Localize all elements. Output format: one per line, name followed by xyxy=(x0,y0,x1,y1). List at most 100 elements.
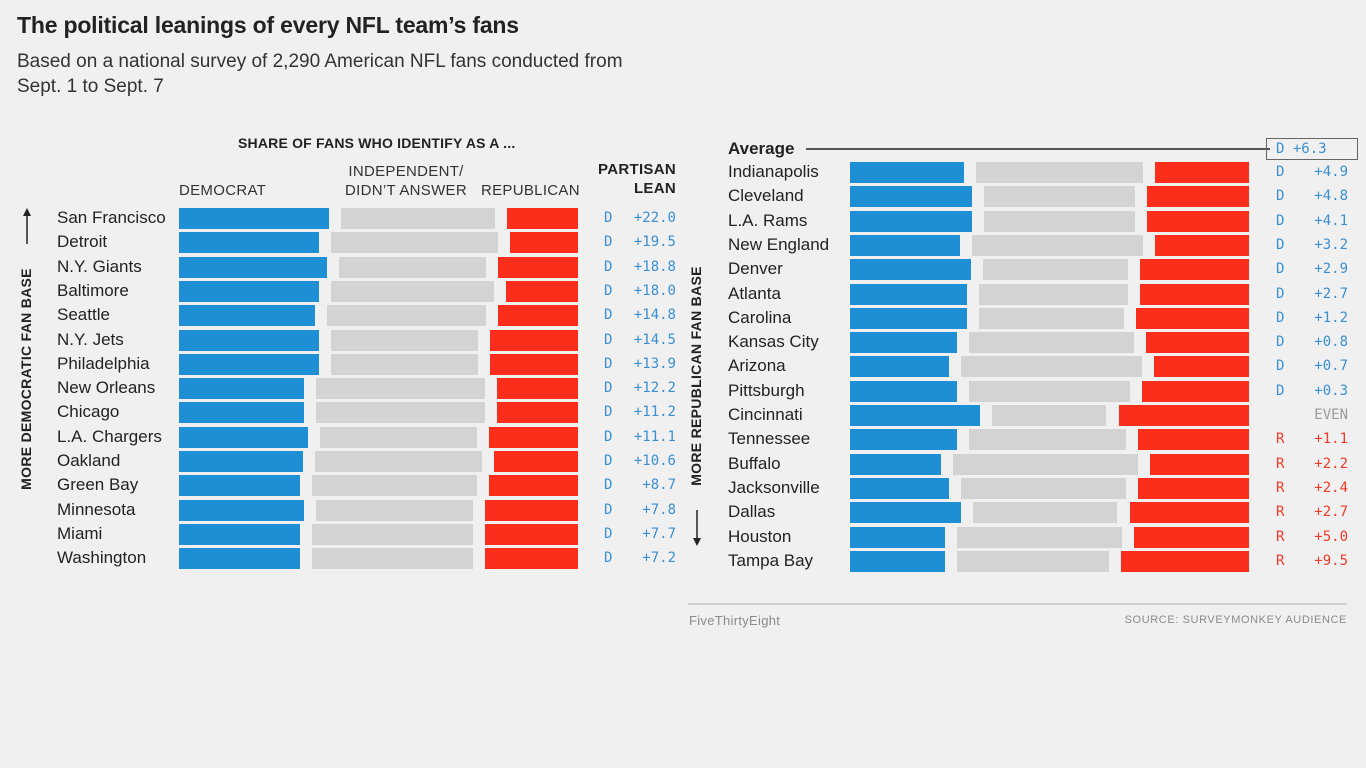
independent-bar xyxy=(326,305,487,327)
team-label: Cleveland xyxy=(728,186,804,206)
republican-bar xyxy=(1150,453,1249,475)
independent-bar xyxy=(973,502,1118,524)
republican-bar xyxy=(1140,283,1249,305)
team-label: Washington xyxy=(57,548,147,568)
team-label: L.A. Chargers xyxy=(57,426,162,446)
republican-column-label: REPUBLICAN xyxy=(481,182,580,199)
partisan-lean-value: D +1.2 xyxy=(1276,309,1348,326)
source-label: SOURCE: SURVEYMONKEY AUDIENCE xyxy=(1124,614,1347,626)
independent-bar xyxy=(312,548,474,570)
democrat-bar xyxy=(179,329,319,351)
partisan-lean-value: D +2.7 xyxy=(1276,285,1348,302)
independent-bar xyxy=(952,453,1139,475)
republican-bar xyxy=(489,426,578,448)
republican-bar xyxy=(1137,429,1249,451)
share-header: SHARE OF FANS WHO IDENTIFY AS A ... xyxy=(238,135,516,151)
democrat-bar xyxy=(179,280,319,302)
chart-subtitle: Based on a national survey of 2,290 Amer… xyxy=(17,51,623,97)
independent-bar xyxy=(316,402,486,424)
team-label: Tennessee xyxy=(728,429,811,449)
republican-bar xyxy=(497,378,578,400)
democrat-bar xyxy=(850,550,945,572)
democrat-bar xyxy=(179,499,304,521)
independent-bar xyxy=(314,451,483,472)
partisan-lean-value: D +11.2 xyxy=(604,404,676,421)
republican-bar xyxy=(498,256,578,278)
independent-bar xyxy=(316,499,474,521)
democrat-bar xyxy=(179,208,329,229)
team-label: Atlanta xyxy=(728,283,781,303)
independent-bar xyxy=(312,475,478,497)
partisan-lean-value: R +2.4 xyxy=(1276,479,1348,496)
team-label: Buffalo xyxy=(728,453,781,473)
team-label: Philadelphia xyxy=(57,353,150,373)
average-lean-value: D +6.3 xyxy=(1276,141,1327,157)
independent-bar xyxy=(330,232,499,254)
partisan-lean-value: D +22.0 xyxy=(604,210,676,226)
democrat-bar xyxy=(850,186,973,208)
independent-column-label: INDEPENDENT/ DIDN’T ANSWER xyxy=(345,163,467,199)
independent-bar xyxy=(978,307,1125,329)
republican-bar xyxy=(497,402,578,424)
team-label: New England xyxy=(728,234,830,254)
partisan-lean-value: R +5.0 xyxy=(1276,528,1348,545)
republican-bar xyxy=(1133,526,1249,548)
partisan-lean-value: D +0.7 xyxy=(1276,358,1348,375)
republican-bar xyxy=(1118,405,1249,426)
democrat-bar xyxy=(850,210,973,232)
chart-title: The political leanings of every NFL team… xyxy=(17,12,519,38)
independent-bar xyxy=(341,208,495,229)
republican-bar xyxy=(485,548,578,570)
partisan-lean-value: R +2.7 xyxy=(1276,504,1348,521)
team-label: Tampa Bay xyxy=(728,550,814,570)
independent-bar xyxy=(976,162,1144,183)
democrat-bar xyxy=(179,523,300,545)
republican-bar xyxy=(489,475,578,497)
independent-bar xyxy=(320,426,478,448)
team-label: Baltimore xyxy=(57,280,129,300)
down-arrow-icon xyxy=(693,510,701,546)
independent-bar xyxy=(978,283,1129,305)
republican-bar xyxy=(1141,380,1249,402)
democrat-bar xyxy=(179,451,303,472)
republican-bar xyxy=(1146,332,1249,354)
republican-bar xyxy=(1137,477,1249,499)
independent-bar xyxy=(316,378,486,400)
democrat-bar xyxy=(850,259,971,281)
independent-bar xyxy=(960,477,1126,499)
democrat-bar xyxy=(179,426,308,448)
independent-bar xyxy=(984,210,1136,232)
independent-bar xyxy=(969,332,1134,354)
democrat-bar xyxy=(850,380,958,402)
team-label: San Francisco xyxy=(57,208,166,227)
team-label: Minnesota xyxy=(57,499,136,519)
partisan-lean-value: D +19.5 xyxy=(604,234,676,251)
independent-bar xyxy=(960,356,1143,378)
partisan-lean-value: D +18.8 xyxy=(604,258,676,275)
partisan-lean-value: D +12.2 xyxy=(604,380,676,397)
democrat-bar xyxy=(850,234,961,256)
democrat-bar xyxy=(179,232,319,254)
team-label: Dallas xyxy=(728,502,776,522)
partisan-lean-value: D +4.1 xyxy=(1276,212,1348,229)
partisan-lean-value: R +1.1 xyxy=(1276,431,1348,448)
more-democratic-axis-label: MORE DEMOCRATIC FAN BASE xyxy=(18,268,34,490)
independent-bar xyxy=(983,259,1129,281)
partisan-lean-value: R +2.2 xyxy=(1276,455,1348,472)
democrat-bar xyxy=(850,453,941,475)
more-republican-axis-label: MORE REPUBLICAN FAN BASE xyxy=(688,266,704,486)
partisan-lean-header: PARTISAN LEAN xyxy=(598,161,676,197)
partisan-lean-value: D +7.8 xyxy=(604,501,676,518)
democrat-bar xyxy=(850,405,981,426)
partisan-lean-value: D +3.2 xyxy=(1276,236,1348,253)
independent-bar xyxy=(338,256,487,278)
republican-bar xyxy=(506,208,578,229)
partisan-lean-value: D +0.8 xyxy=(1276,334,1348,351)
independent-bar xyxy=(956,526,1122,548)
republican-bar xyxy=(490,329,578,351)
partisan-lean-value: D +4.9 xyxy=(1276,164,1348,180)
democrat-bar xyxy=(179,305,315,327)
democrat-bar xyxy=(850,307,967,329)
republican-bar xyxy=(1140,259,1249,281)
average-lean-box xyxy=(1266,138,1358,160)
